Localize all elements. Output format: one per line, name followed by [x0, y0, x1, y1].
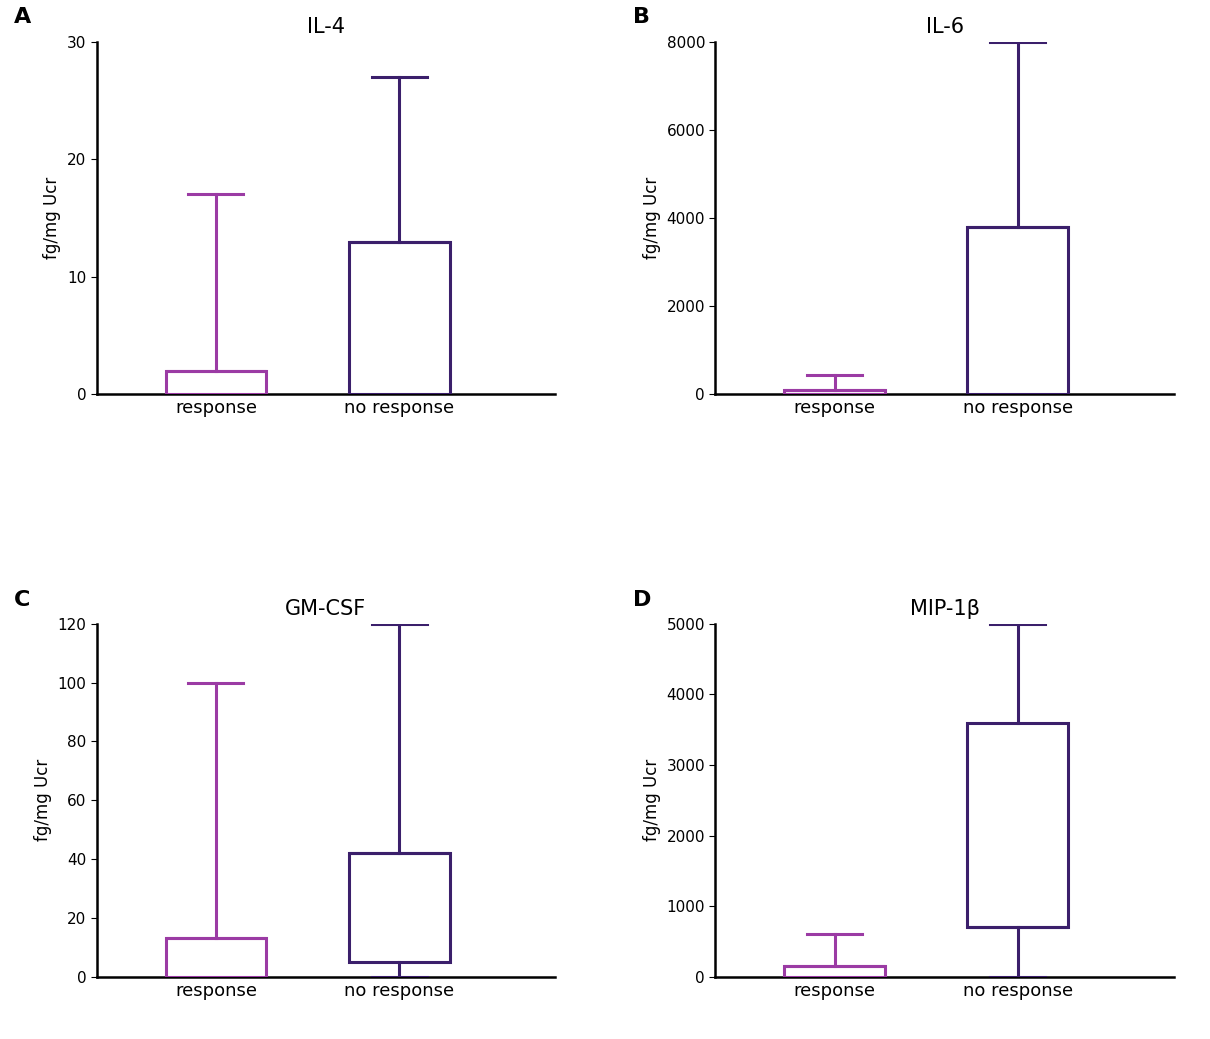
Bar [166, 938, 266, 977]
Y-axis label: fg/mg Ucr: fg/mg Ucr [643, 760, 661, 842]
Y-axis label: fg/mg Ucr: fg/mg Ucr [44, 177, 62, 259]
Text: A: A [15, 7, 31, 27]
Bar [784, 390, 885, 395]
Text: C: C [15, 590, 30, 610]
Title: MIP-1β: MIP-1β [910, 600, 980, 619]
Bar [784, 966, 885, 977]
Bar [968, 227, 1068, 395]
Title: IL-6: IL-6 [926, 18, 963, 37]
Text: D: D [633, 590, 651, 610]
Bar [348, 853, 450, 962]
Y-axis label: fg/mg Ucr: fg/mg Ucr [643, 177, 661, 259]
Bar [348, 241, 450, 395]
Title: GM-CSF: GM-CSF [286, 600, 367, 619]
Bar [166, 371, 266, 395]
Y-axis label: fg/mg Ucr: fg/mg Ucr [34, 760, 52, 842]
Bar [968, 722, 1068, 927]
Text: B: B [633, 7, 650, 27]
Title: IL-4: IL-4 [307, 18, 345, 37]
